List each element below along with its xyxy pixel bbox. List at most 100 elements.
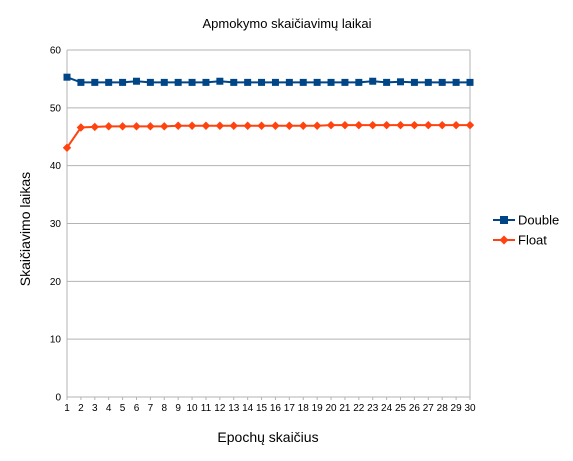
x-tick-label: 26 (409, 403, 421, 414)
data-point-float (104, 122, 113, 131)
data-point-double (313, 78, 321, 86)
x-tick-label: 9 (175, 403, 181, 414)
data-point-float (271, 121, 280, 130)
data-point-double (146, 78, 154, 86)
x-tick-label: 4 (106, 403, 112, 414)
data-point-float (368, 120, 377, 130)
data-point-double (410, 78, 418, 86)
data-point-double (327, 78, 335, 86)
data-point-float (285, 121, 294, 130)
x-tick-label: 25 (395, 403, 407, 414)
series-line-double (66, 76, 470, 84)
data-point-double (188, 78, 196, 86)
data-point-double (91, 78, 99, 86)
data-point-double (452, 78, 460, 86)
data-point-float (312, 121, 322, 130)
x-tick-label: 21 (339, 403, 351, 414)
x-tick-label: 28 (437, 403, 449, 414)
data-point-double (341, 78, 349, 86)
x-tick-label: 15 (256, 403, 268, 414)
data-point-double (119, 78, 127, 86)
x-tick-label: 13 (228, 403, 240, 414)
data-point-double (63, 73, 71, 81)
data-point-float (62, 143, 72, 152)
data-point-double (285, 78, 293, 86)
x-tick-label: 6 (134, 403, 140, 414)
series-line-float (66, 124, 470, 149)
data-point-float (354, 120, 364, 130)
y-axis-title: Skaičiavimo laikas (17, 172, 33, 286)
data-point-double (397, 78, 405, 86)
y-tick-label: 30 (50, 219, 62, 230)
data-point-float (424, 120, 433, 130)
data-point-float (215, 121, 225, 130)
data-point-float (201, 121, 211, 130)
x-tick-label: 7 (148, 403, 154, 414)
data-point-double (216, 77, 224, 85)
data-point-double (258, 78, 266, 86)
data-point-double (383, 78, 391, 86)
x-tick-label: 30 (464, 403, 476, 414)
data-point-double (466, 78, 474, 86)
data-point-float (438, 120, 447, 130)
data-point-float (451, 120, 461, 130)
x-tick-label: 8 (161, 403, 167, 414)
y-tick-labels: 0 10 20 30 40 50 60 (50, 46, 62, 404)
data-point-double (174, 78, 182, 86)
x-tick-label: 27 (423, 403, 435, 414)
data-point-float (465, 120, 475, 130)
x-tick-label: 22 (353, 403, 365, 414)
y-tick-label: 20 (50, 277, 62, 288)
data-point-double (271, 78, 279, 86)
x-tick-label: 16 (270, 403, 282, 414)
x-tick-label: 20 (325, 403, 337, 414)
y-tick-label: 10 (50, 335, 62, 346)
data-point-float (173, 121, 183, 130)
x-tick-label: 24 (381, 403, 393, 414)
x-tick-label: 2 (78, 403, 84, 414)
data-point-float (146, 122, 155, 131)
data-point-double (369, 77, 377, 85)
data-point-float (396, 120, 405, 130)
x-tick-label: 19 (312, 403, 324, 414)
data-point-float (382, 120, 391, 130)
data-point-double (105, 78, 113, 86)
data-point-double (299, 78, 307, 86)
y-tick-label: 60 (50, 46, 62, 57)
data-point-double (77, 78, 85, 86)
data-point-double (244, 78, 252, 86)
y-tick-label: 0 (55, 393, 61, 404)
data-point-float (187, 121, 197, 130)
data-point-float (340, 120, 350, 130)
gridlines (67, 49, 470, 398)
x-tick-labels: 1 2 3 4 5 6 7 8 9 10 11 12 13 14 15 16 17 18 19 20 21 22 23 24 2… (64, 403, 476, 414)
x-tick-label: 17 (284, 403, 296, 414)
legend-marker-float (499, 235, 509, 245)
data-point-float (90, 122, 99, 132)
legend: Double Float (493, 213, 559, 248)
y-tick-label: 40 (50, 161, 62, 172)
x-tick-label: 18 (298, 403, 310, 414)
data-point-float (257, 121, 266, 130)
data-point-float (76, 123, 86, 132)
data-point-float (243, 121, 252, 130)
data-point-float (299, 121, 308, 130)
data-point-float (229, 121, 238, 130)
x-tick-label: 3 (92, 403, 98, 414)
x-tick-label: 23 (367, 403, 379, 414)
x-axis-title: Epochų skaičius (217, 429, 318, 445)
series-group (62, 73, 475, 152)
data-point-double (230, 78, 238, 86)
data-point-float (410, 120, 419, 130)
y-tick-label: 50 (50, 103, 62, 114)
data-point-float (118, 122, 127, 131)
data-point-float (326, 120, 336, 130)
data-point-double (132, 77, 140, 85)
data-point-double (424, 78, 432, 86)
x-tick-label: 29 (451, 403, 463, 414)
x-tick-label: 11 (201, 403, 212, 414)
legend-marker-double (500, 216, 508, 224)
data-point-float (132, 122, 141, 131)
x-tick-label: 5 (120, 403, 126, 414)
data-point-float (160, 122, 169, 131)
